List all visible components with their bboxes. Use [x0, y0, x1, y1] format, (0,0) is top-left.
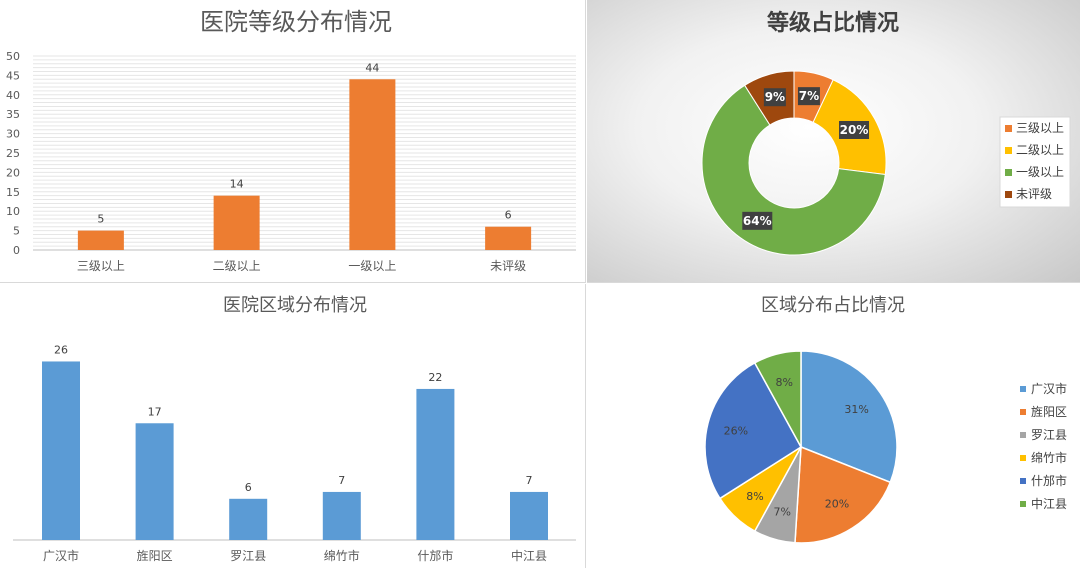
x-tick-label: 罗江县: [230, 549, 266, 563]
grade-bar-title: 医院等级分布情况: [200, 8, 392, 36]
y-tick-label: 25: [6, 147, 20, 160]
x-tick-label: 中江县: [511, 548, 547, 563]
bar: [485, 226, 532, 250]
region-bar-title: 医院区域分布情况: [223, 295, 367, 316]
pie-slice: [794, 445, 892, 544]
data-label: 20%: [840, 123, 869, 137]
x-tick-label: 未评级: [490, 259, 526, 273]
bar: [229, 498, 268, 540]
data-label-box: [839, 120, 870, 139]
legend-swatch: [1005, 147, 1012, 154]
data-label: 6: [505, 209, 512, 222]
data-label-box: [797, 87, 820, 106]
x-tick-label: 三级以上: [77, 259, 125, 273]
data-label: 44: [365, 61, 379, 74]
grade-bar-panel: 医院等级分布情况 0 5 10 15 20 25 30 35 40 45 50 5 三级以上 14 二级以上…: [0, 0, 586, 283]
legend-label: 罗江县: [1031, 428, 1067, 442]
data-label: 20%: [825, 498, 849, 511]
x-tick-label: 什邡市: [417, 548, 453, 563]
data-label-box: [763, 88, 786, 107]
data-label: 64%: [743, 214, 772, 228]
data-label: 9%: [765, 90, 785, 104]
x-tick-label: 二级以上: [213, 259, 261, 273]
pie-slice: [704, 361, 802, 500]
data-label: 5: [97, 213, 104, 226]
data-label: 7: [526, 474, 533, 487]
legend-swatch: [1005, 125, 1012, 132]
region-pie-chart: 区域分布占比情况 31% 20% 7% 8% 26% 8% 广汉市旌阳区罗江县绵竹市什邡市中…: [704, 295, 1067, 544]
data-label: 7%: [799, 89, 819, 103]
grade-bar-chart: 医院等级分布情况 0 5 10 15 20 25 30 35 40 45 50 5 三级以上 14 二级以上…: [6, 8, 576, 273]
data-label-box: [742, 211, 773, 230]
legend-swatch: [1020, 455, 1026, 461]
legend-swatch: [1020, 432, 1026, 438]
bar: [135, 423, 174, 540]
data-label: 17: [148, 405, 162, 418]
bar: [416, 388, 455, 540]
legend-swatch: [1005, 191, 1012, 198]
bar: [510, 491, 548, 540]
data-label: 22: [428, 371, 442, 384]
x-tick-label: 绵竹市: [324, 548, 360, 563]
bar: [349, 79, 396, 250]
data-label: 7%: [774, 506, 791, 519]
region-pie-title: 区域分布占比情况: [761, 295, 905, 316]
region-pie-panel: 区域分布占比情况 31% 20% 7% 8% 26% 8% 广汉市旌阳区罗江县绵竹市什邡市中…: [587, 284, 1080, 568]
y-tick-label: 30: [6, 128, 20, 141]
legend-label: 中江县: [1031, 496, 1067, 511]
legend-swatch: [1020, 386, 1026, 392]
legend-label: 三级以上: [1016, 121, 1064, 135]
legend-label: 二级以上: [1016, 143, 1064, 157]
legend-swatch: [1020, 501, 1026, 507]
y-tick-label: 15: [6, 186, 20, 199]
pie-slice: [800, 350, 898, 484]
x-tick-label: 广汉市: [43, 548, 79, 563]
y-tick-label: 20: [6, 166, 20, 179]
x-tick-label: 一级以上: [348, 259, 396, 273]
data-label: 6: [245, 481, 252, 494]
data-label: 7: [338, 474, 345, 487]
data-label: 14: [230, 178, 244, 191]
data-label: 31%: [844, 403, 868, 416]
data-label: 26: [54, 343, 68, 356]
data-label: 26%: [724, 424, 748, 437]
grade-donut-title: 等级占比情况: [767, 10, 899, 36]
legend-label: 绵竹市: [1031, 450, 1067, 465]
legend-label: 什邡市: [1031, 473, 1067, 488]
legend-swatch: [1020, 409, 1026, 415]
data-label: 8%: [746, 490, 763, 503]
y-tick-label: 40: [6, 89, 20, 102]
bar: [213, 195, 260, 250]
y-tick-label: 5: [13, 225, 20, 238]
legend-label: 旌阳区: [1031, 405, 1067, 419]
region-bar-panel: 医院区域分布情况 26 广汉市 17 旌阳区 6 罗江县 7 绵竹市 22 什邡市 7 中江县: [0, 284, 586, 568]
legend-label: 一级以上: [1016, 165, 1064, 179]
data-label: 8%: [776, 376, 793, 389]
x-tick-label: 旌阳区: [137, 549, 173, 563]
bar: [77, 230, 124, 250]
legend-swatch: [1020, 478, 1026, 484]
legend-label: 广汉市: [1031, 381, 1067, 396]
legend-swatch: [1005, 169, 1012, 176]
legend-label: 未评级: [1016, 187, 1052, 201]
y-tick-label: 10: [6, 205, 20, 218]
bar: [322, 491, 361, 540]
grade-donut-panel: 等级占比情况 7% 20% 64% 9% 三级以上二级以上一级以上未评级: [587, 0, 1080, 283]
y-tick-label: 50: [6, 50, 20, 63]
region-bar-chart: 医院区域分布情况 26 广汉市 17 旌阳区 6 罗江县 7 绵竹市 22 什邡市 7 中江县: [13, 295, 576, 563]
y-tick-label: 35: [6, 108, 20, 121]
pie-slice: [753, 350, 802, 448]
y-tick-label: 0: [13, 244, 20, 257]
bar: [42, 361, 80, 540]
y-tick-label: 45: [6, 69, 20, 82]
